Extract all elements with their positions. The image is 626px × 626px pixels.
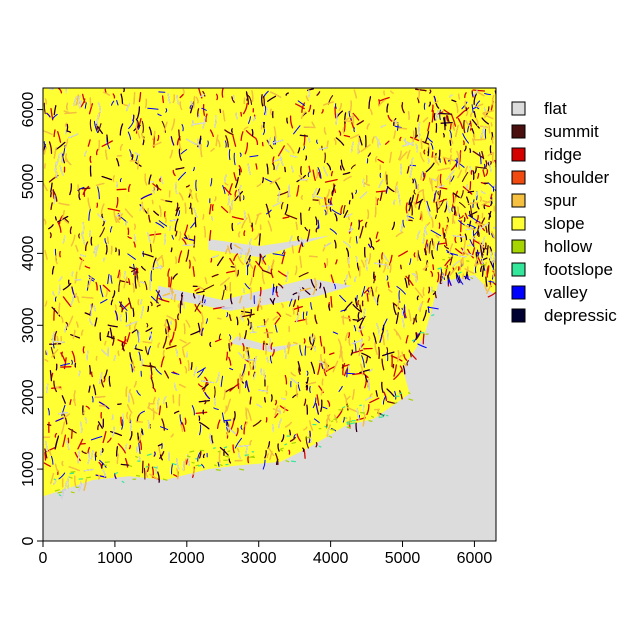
y-axis: 0 1000 2000 3000 4000 5000 6000 [20, 92, 44, 545]
y-tick-label: 2000 [20, 379, 37, 415]
flat-inlet-1 [208, 235, 331, 257]
legend-label-depressic: depressic [544, 306, 617, 325]
legend-label-shoulder: shoulder [544, 168, 610, 187]
legend-swatch-shoulder [511, 170, 526, 185]
x-tick-label: 6000 [457, 550, 493, 567]
flat-inlet-3 [230, 336, 302, 353]
x-tick-label: 3000 [241, 550, 277, 567]
y-tick-label: 5000 [20, 164, 37, 200]
legend-label-hollow: hollow [544, 237, 593, 256]
legend-label-summit: summit [544, 122, 599, 141]
y-tick-label: 1000 [20, 451, 37, 487]
legend-swatch-flat [511, 101, 526, 116]
legend-swatch-slope [511, 216, 526, 231]
legend-swatch-depressic [511, 308, 526, 323]
legend-swatch-summit [511, 124, 526, 139]
legend-label-slope: slope [544, 214, 585, 233]
legend-label-valley: valley [544, 283, 588, 302]
x-axis: 0 1000 2000 3000 4000 5000 6000 [39, 540, 493, 567]
x-tick-label: 5000 [385, 550, 421, 567]
landform-raster [43, 88, 496, 541]
legend-swatch-spur [511, 193, 526, 208]
legend-swatch-hollow [511, 239, 526, 254]
legend-label-ridge: ridge [544, 145, 582, 164]
y-tick-label: 3000 [20, 307, 37, 343]
speckle-group [53, 267, 462, 497]
legend-label-flat: flat [544, 99, 567, 118]
y-tick-label: 6000 [20, 92, 37, 128]
legend-swatch-footslope [511, 262, 526, 277]
y-tick-label: 4000 [20, 235, 37, 271]
legend: flat summit ridge shoulder spur slope hollow fo… [511, 99, 617, 325]
x-tick-label: 0 [39, 550, 48, 567]
legend-label-spur: spur [544, 191, 577, 210]
legend-swatch-valley [511, 285, 526, 300]
x-tick-label: 2000 [169, 550, 205, 567]
landform-streak-group [43, 88, 492, 480]
x-tick-label: 1000 [97, 550, 133, 567]
legend-swatch-ridge [511, 147, 526, 162]
flat-inlet-2 [158, 278, 353, 311]
landform-streaks [43, 88, 496, 499]
hollow-footslope-speckles [53, 256, 486, 497]
x-tick-label: 4000 [313, 550, 349, 567]
y-tick-label: 0 [20, 536, 37, 545]
landform-streak-group [43, 88, 496, 491]
landform-streak-group [44, 88, 496, 499]
speckle-group [54, 256, 486, 494]
legend-label-footslope: footslope [544, 260, 613, 279]
